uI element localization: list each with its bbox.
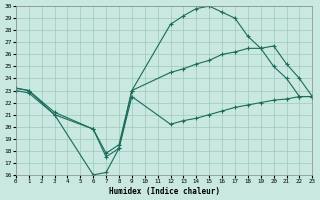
X-axis label: Humidex (Indice chaleur): Humidex (Indice chaleur) [108,187,220,196]
